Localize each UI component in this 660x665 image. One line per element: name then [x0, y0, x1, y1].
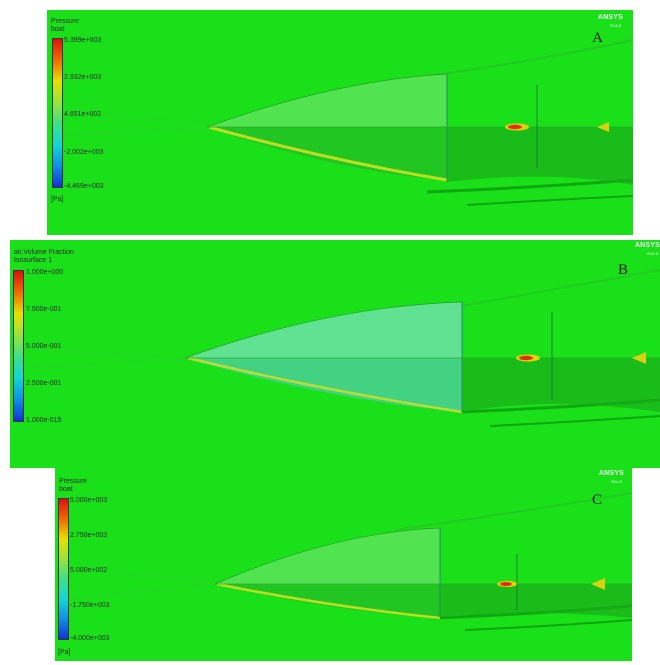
tick-label: 5.000e-001	[26, 343, 62, 350]
tick-label: 4.651e+002	[64, 111, 102, 118]
simulation-panel-b: air.Volume Fraction Isosurface 1 1.000e+…	[10, 240, 660, 468]
tick-label: 1.000e-015	[26, 417, 62, 424]
flow-field-b	[10, 269, 660, 427]
tick-label: -4.469e+003	[64, 183, 104, 190]
tick-label: 5.000e+003	[70, 497, 108, 504]
ansys-logo-text: ANSYS	[634, 242, 660, 249]
simulation-panel-a: Pressure boat 5.399e+003 2.932e+003 4.65…	[47, 10, 633, 235]
ansys-version: R14.5	[610, 23, 621, 28]
legend-title: air.Volume Fraction	[14, 249, 74, 256]
colorbar	[58, 498, 69, 640]
tick-label: 2.932e+003	[64, 74, 102, 81]
legend-subtitle: boat	[59, 486, 73, 493]
ansys-version: R14.5	[611, 479, 622, 484]
ansys-version: R14.5	[647, 251, 658, 256]
tick-label: 5.399e+003	[64, 37, 102, 44]
ansys-logo-text: ANSYS	[597, 14, 623, 21]
tick-label: -2.002e+003	[64, 149, 104, 156]
legend-title: Pressure	[59, 478, 88, 485]
tick-label: -4.000e+003	[70, 635, 110, 642]
panel-label: B	[617, 262, 628, 278]
unit-label: [Pa]	[58, 649, 71, 656]
tick-label: 5.000e+002	[70, 567, 108, 574]
colorbar	[13, 270, 24, 422]
legend-title: Pressure	[51, 18, 80, 25]
simulation-panel-c: Pressure boat 5.000e+003 2.750e+003 5.00…	[55, 468, 632, 661]
panel-label: A	[592, 30, 603, 46]
colorbar	[52, 38, 63, 188]
legend-subtitle: Isosurface 1	[14, 257, 53, 264]
flow-field-a	[47, 39, 633, 206]
flow-field-c	[55, 492, 632, 631]
tick-label: 1.000e+000	[26, 269, 64, 276]
tick-label: -1.750e+003	[70, 602, 110, 609]
panel-label: C	[591, 492, 602, 508]
tick-label: 2.500e-001	[26, 380, 62, 387]
ansys-logo-text: ANSYS	[598, 470, 624, 477]
unit-label: [Pa]	[51, 196, 64, 203]
legend-subtitle: boat	[51, 26, 65, 33]
tick-label: 7.500e-001	[26, 306, 62, 313]
tick-label: 2.750e+003	[70, 532, 108, 539]
